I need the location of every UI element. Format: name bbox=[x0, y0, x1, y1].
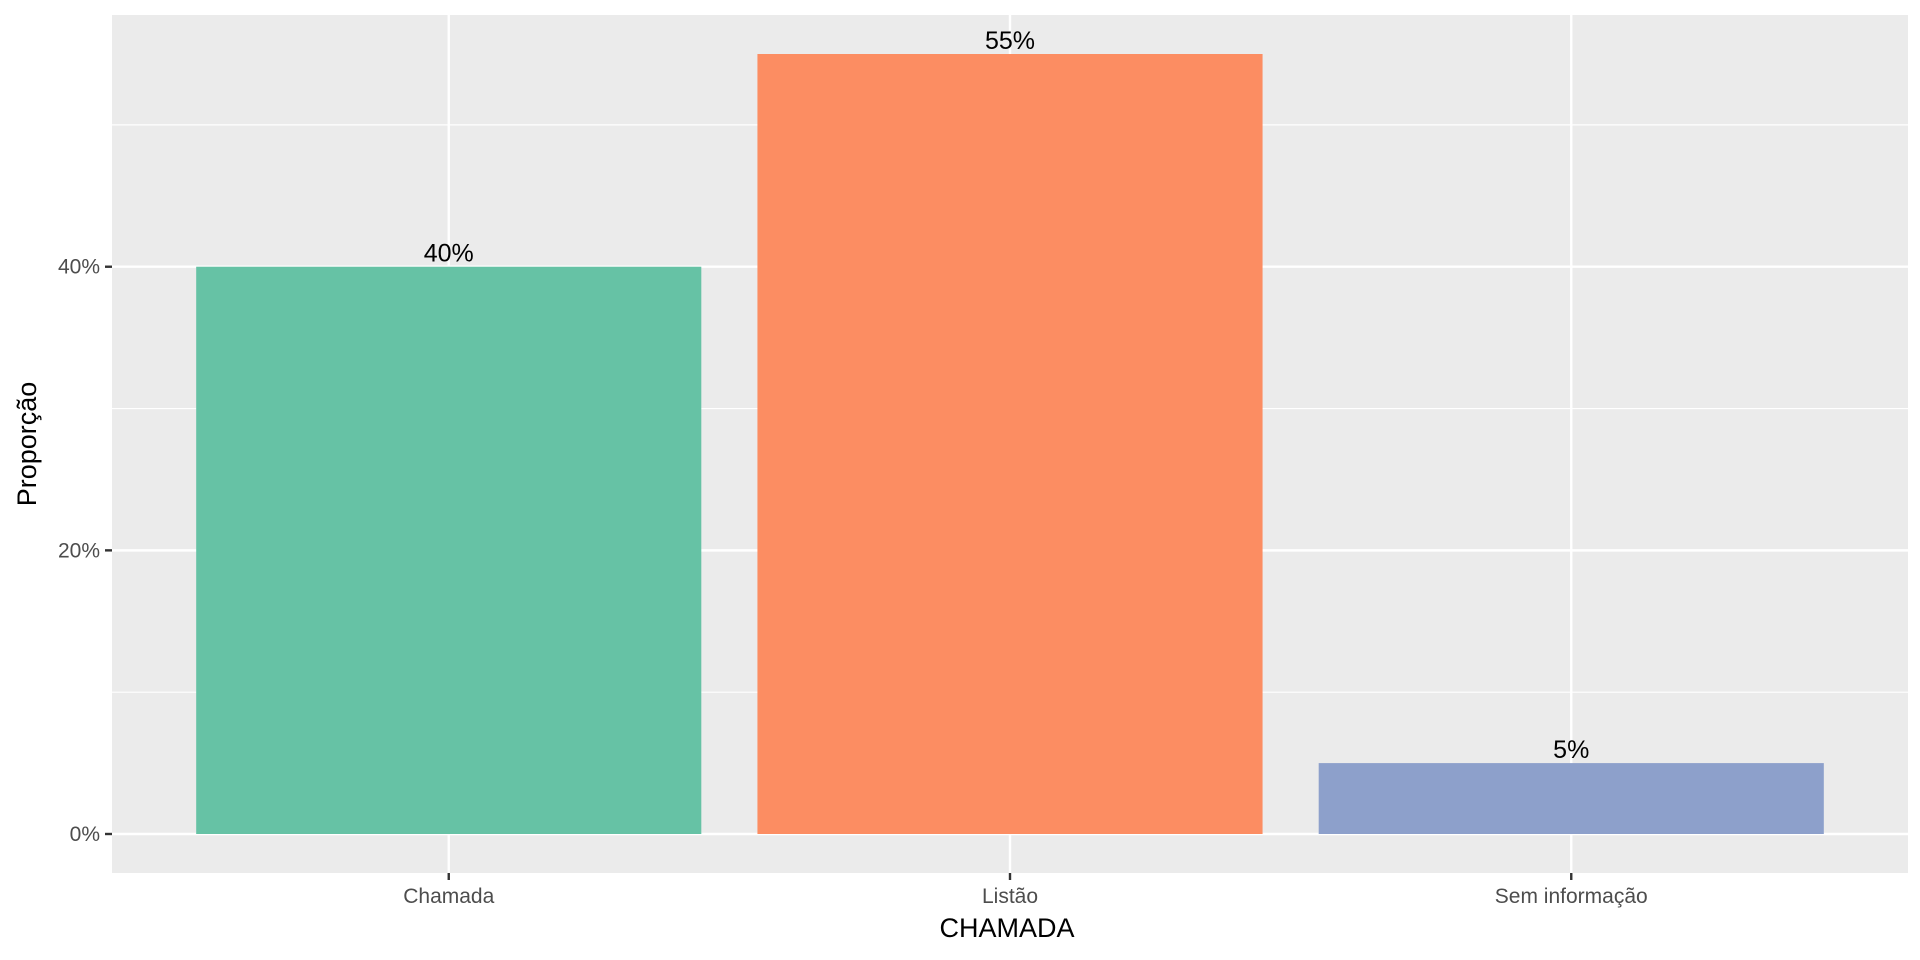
x-tick-label-1: Listão bbox=[982, 885, 1038, 908]
y-tick-label-0: 0% bbox=[70, 823, 100, 846]
x-tick-label-2: Sem informação bbox=[1495, 885, 1648, 908]
bar-2 bbox=[1318, 763, 1824, 834]
y-tick-label-1: 20% bbox=[58, 539, 100, 562]
bars bbox=[196, 54, 1824, 834]
bar-0 bbox=[196, 266, 702, 834]
x-tick-label-0: Chamada bbox=[403, 885, 494, 908]
x-axis-title: CHAMADA bbox=[939, 913, 1074, 943]
y-tick-label-2: 40% bbox=[58, 256, 100, 279]
bar-value-label-0: 40% bbox=[424, 240, 474, 268]
bar-value-label-1: 55% bbox=[985, 27, 1035, 55]
bar-value-label-2: 5% bbox=[1553, 736, 1589, 764]
y-axis-title: Proporção bbox=[12, 382, 42, 507]
x-axis: Chamada Listão Sem informação bbox=[403, 873, 1648, 908]
y-axis: 0% 20% 40% bbox=[58, 256, 112, 846]
bar-1 bbox=[757, 54, 1263, 834]
bar-value-labels: 40% 55% 5% bbox=[424, 27, 1590, 764]
